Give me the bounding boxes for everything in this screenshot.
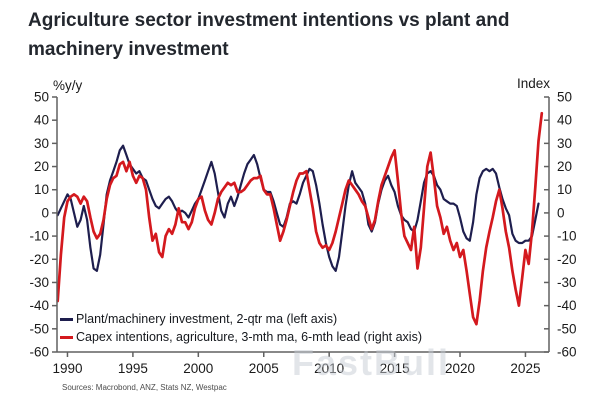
right-tick-label: -50 [557, 321, 577, 336]
right-tick-label: 30 [557, 136, 572, 151]
source-note: Sources: Macrobond, ANZ, Stats NZ, Westp… [62, 383, 227, 392]
legend-marker-navy [60, 317, 73, 321]
x-tick-label: 1995 [118, 361, 148, 376]
right-tick-label: 40 [557, 113, 572, 128]
left-axis-unit-label: %y/y [53, 78, 83, 93]
right-tick-label: 10 [557, 182, 572, 197]
plant-machinery-line [56, 144, 540, 272]
left-tick-label: 20 [34, 159, 49, 174]
left-tick-label: 0 [41, 205, 49, 220]
left-tick-label: -10 [29, 229, 49, 244]
left-tick-label: 40 [34, 113, 49, 128]
right-tick-label: -60 [557, 345, 577, 360]
x-tick-label: 2005 [249, 361, 279, 376]
left-tick-label: 10 [34, 182, 49, 197]
legend-label-capex-intentions: Capex intentions, agriculture, 3-mth ma,… [76, 330, 422, 344]
left-tick-label: 50 [34, 90, 49, 105]
right-tick-label: -20 [557, 252, 577, 267]
x-tick-label: 2020 [445, 361, 475, 376]
x-tick-label: 1990 [52, 361, 82, 376]
left-tick-label: -50 [29, 321, 49, 336]
right-tick-label: 50 [557, 90, 572, 105]
right-tick-label: -10 [557, 229, 577, 244]
x-tick-label: 2000 [183, 361, 213, 376]
legend-label-plant-machinery: Plant/machinery investment, 2-qtr ma (le… [76, 312, 338, 326]
right-tick-label: 0 [557, 205, 565, 220]
right-tick-label: -40 [557, 298, 577, 313]
right-axis-unit-label: Index [517, 76, 550, 91]
legend-item-plant-machinery: Plant/machinery investment, 2-qtr ma (le… [60, 310, 422, 328]
right-tick-label: 20 [557, 159, 572, 174]
legend-marker-red [60, 335, 73, 339]
capex-intentions-line [56, 111, 544, 326]
legend-item-capex-intentions: Capex intentions, agriculture, 3-mth ma,… [60, 328, 422, 346]
legend: Plant/machinery investment, 2-qtr ma (le… [60, 310, 422, 346]
left-tick-label: -20 [29, 252, 49, 267]
chart-title: Agriculture sector investment intentions… [28, 10, 510, 61]
left-tick-label: -40 [29, 298, 49, 313]
left-tick-label: 30 [34, 136, 49, 151]
x-tick-label: 2025 [510, 361, 540, 376]
right-tick-label: -30 [557, 275, 577, 290]
x-tick-label: 2010 [314, 361, 344, 376]
x-tick-label: 2015 [380, 361, 410, 376]
left-tick-label: -60 [29, 345, 49, 360]
left-tick-label: -30 [29, 275, 49, 290]
